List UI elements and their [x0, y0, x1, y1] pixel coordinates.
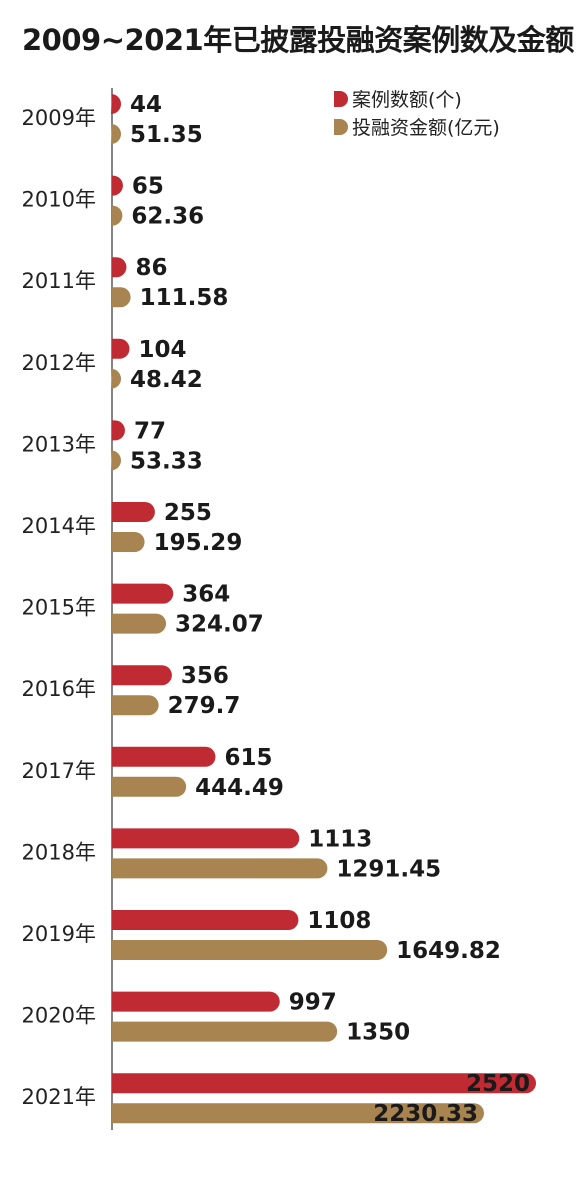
data-label-amount: 53.33	[130, 448, 203, 474]
data-label-cases: 615	[224, 745, 272, 771]
data-label-amount: 2230.33	[373, 1101, 478, 1127]
data-label-amount: 279.7	[168, 693, 241, 719]
category-label: 2010年	[22, 188, 96, 212]
data-label-amount: 51.35	[130, 122, 203, 148]
legend-label-amount: 投融资金额(亿元)	[352, 117, 500, 139]
data-label-cases: 65	[132, 174, 164, 200]
data-label-cases: 1108	[307, 908, 371, 934]
bar-cases	[111, 502, 155, 522]
data-label-amount: 111.58	[140, 285, 229, 311]
category-label: 2019年	[22, 922, 96, 946]
data-label-cases: 255	[164, 500, 212, 526]
legend-swatch-cases	[334, 91, 348, 107]
legend-swatch-amount	[334, 119, 348, 135]
bar-amount	[112, 1103, 484, 1124]
bar-cases	[111, 665, 172, 686]
data-label-cases: 104	[138, 337, 186, 363]
category-label: 2018年	[22, 840, 96, 864]
data-label-amount: 1291.45	[336, 856, 441, 882]
data-label-cases: 356	[181, 663, 229, 689]
category-label: 2012年	[22, 351, 96, 375]
bar-amount	[112, 613, 167, 634]
bar-cases	[112, 175, 123, 196]
chart-title: 2009~2021年已披露投融资案例数及金额	[22, 23, 574, 57]
data-label-cases: 86	[135, 255, 167, 281]
data-label-cases: 2520	[466, 1071, 530, 1097]
bar-cases	[112, 746, 216, 767]
bar-cases	[112, 910, 299, 930]
bar-cases	[112, 420, 125, 441]
category-label: 2011年	[22, 269, 96, 293]
bar-cases	[112, 828, 300, 849]
data-label-cases: 44	[130, 92, 162, 118]
bar-amount	[111, 1021, 338, 1042]
bar-cases	[112, 991, 280, 1012]
category-label: 2016年	[22, 677, 96, 701]
bar-cases	[112, 583, 174, 604]
bar-amount	[112, 532, 145, 552]
category-label: 2015年	[22, 596, 96, 620]
data-label-amount: 444.49	[195, 775, 284, 801]
data-label-cases: 77	[134, 418, 166, 444]
bar-amount	[112, 205, 123, 226]
bar-cases	[112, 1073, 536, 1094]
bar-cases	[111, 94, 121, 114]
bar-amount	[112, 940, 388, 960]
category-label: 2020年	[22, 1004, 96, 1028]
category-label: 2014年	[22, 514, 96, 538]
legend: 案例数额(个) 投融资金额(亿元)	[334, 89, 500, 139]
bar-amount	[112, 287, 131, 308]
bar-amount	[112, 776, 187, 797]
bar-amount	[112, 695, 159, 716]
bar-amount	[111, 124, 121, 144]
category-label: 2017年	[22, 759, 96, 783]
data-label-amount: 48.42	[130, 367, 203, 393]
legend-label-cases: 案例数额(个)	[352, 89, 462, 111]
data-label-amount: 195.29	[154, 530, 243, 556]
bar-cases	[112, 338, 130, 359]
data-label-amount: 1350	[346, 1020, 410, 1046]
data-label-amount: 324.07	[175, 612, 264, 638]
data-label-cases: 364	[182, 582, 230, 608]
data-label-cases: 1113	[308, 826, 372, 852]
bar-amount	[111, 450, 121, 471]
bar-amount	[112, 858, 328, 879]
category-label: 2013年	[22, 432, 96, 456]
data-label-amount: 62.36	[131, 204, 204, 230]
category-label: 2021年	[22, 1085, 96, 1109]
data-label-cases: 997	[289, 990, 337, 1016]
bar-amount	[111, 368, 121, 389]
category-label: 2009年	[22, 106, 96, 130]
bar-cases	[112, 257, 127, 278]
bars-layer: 2009年 44 51.35 2010年 65 62.36 2011年 86 111.58 201…	[22, 92, 536, 1127]
data-label-amount: 1649.82	[396, 938, 501, 964]
